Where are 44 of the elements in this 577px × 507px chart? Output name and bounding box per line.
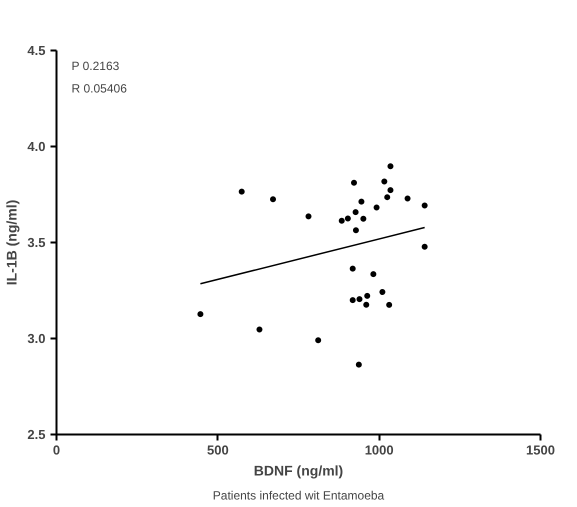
- point: [306, 213, 312, 220]
- x-tick-label: 0: [52, 442, 60, 458]
- x-axis-title: BDNF (ng/ml): [254, 462, 344, 478]
- point: [386, 302, 392, 308]
- point: [358, 198, 364, 205]
- point: [352, 209, 359, 216]
- point: [422, 202, 428, 208]
- point: [363, 302, 370, 308]
- y-tick-label: 2.5: [27, 427, 46, 442]
- point: [381, 178, 388, 184]
- point: [350, 266, 356, 272]
- point: [356, 296, 362, 302]
- point: [344, 216, 351, 222]
- point: [356, 362, 362, 368]
- y-axis-title: IL-1B (ng/ml): [3, 200, 20, 286]
- annotation: P 0.2163: [72, 58, 120, 73]
- point: [370, 271, 376, 278]
- x-tick-label: 1000: [364, 442, 394, 458]
- point: [384, 194, 390, 200]
- point: [256, 326, 262, 332]
- y-tick-label: 3.0: [27, 331, 46, 346]
- y-tick-label: 4.0: [27, 139, 46, 154]
- point: [374, 204, 380, 211]
- text: Patients infected wit Entamoeba: [212, 488, 385, 502]
- point: [350, 297, 356, 304]
- point: [238, 188, 245, 195]
- point: [404, 196, 411, 202]
- point: [387, 163, 394, 170]
- point: [352, 227, 359, 234]
- x-tick-label: 500: [206, 442, 229, 458]
- point: [315, 337, 322, 344]
- point: [360, 216, 366, 222]
- annotation: R 0.05406: [72, 82, 128, 96]
- x-tick-label: 1500: [526, 442, 555, 458]
- point: [387, 187, 394, 194]
- point: [379, 289, 386, 296]
- point: [270, 196, 276, 202]
- point: [422, 244, 428, 250]
- point: [197, 311, 204, 318]
- y-tick-label: 4.5: [27, 43, 46, 58]
- point: [351, 180, 357, 186]
- point: [338, 218, 345, 224]
- point: [364, 292, 370, 299]
- y-tick-label: 3.5: [27, 235, 46, 250]
